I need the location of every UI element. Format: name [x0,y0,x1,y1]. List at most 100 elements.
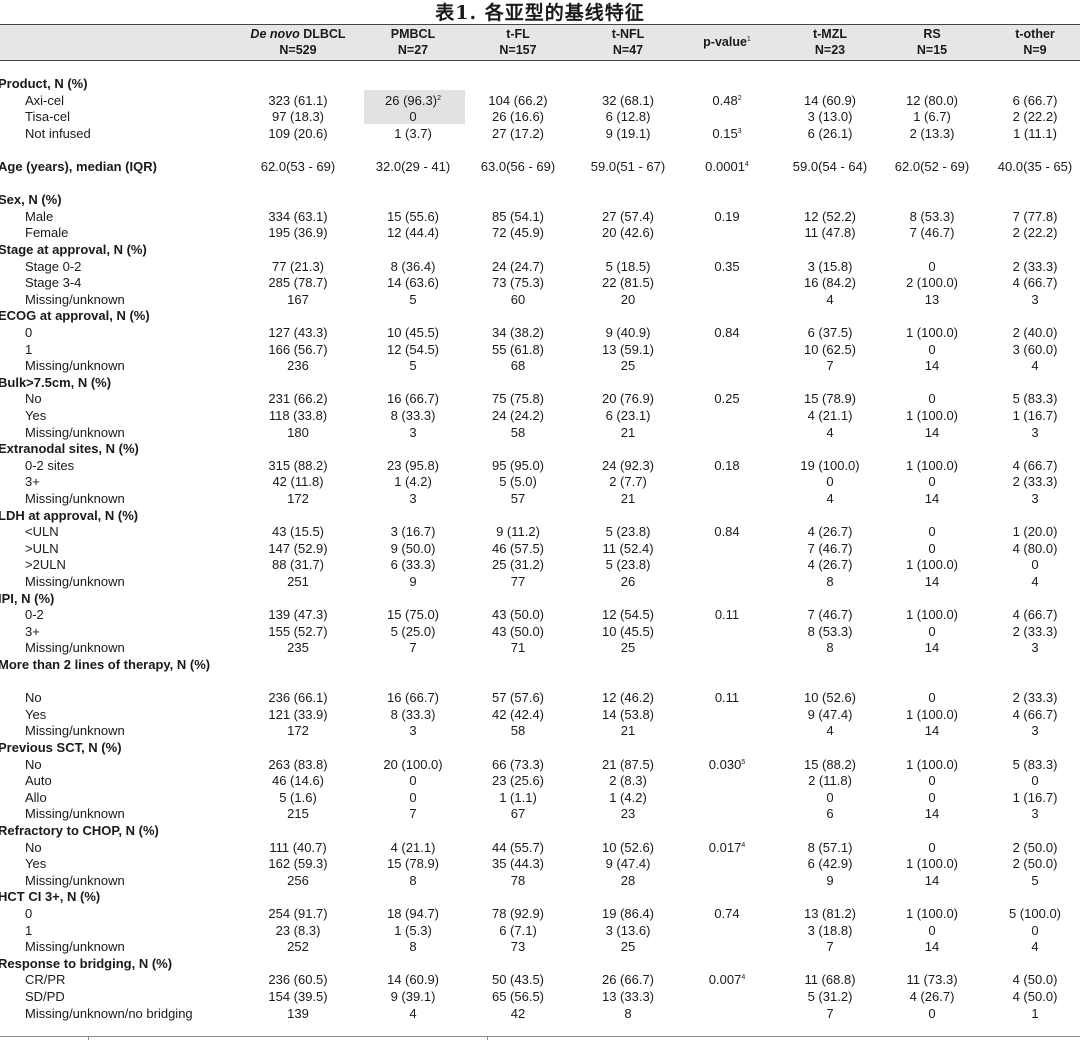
table-cell: 0 [775,473,885,490]
row-label: 0-2 sites [25,457,75,473]
table-cell: 9 (19.1) [573,125,683,142]
row-label: Missing/unknown [25,640,125,656]
table-cell: 1 (100.0) [877,855,987,872]
cell-value: 2 (7.7) [609,474,647,490]
table-cell: 16 (66.7) [358,689,468,706]
table-cell: 59.0(51 - 67) [573,158,683,175]
cell-value: 4 (66.7) [1012,275,1058,291]
table-cell: 78 (92.9) [463,905,573,922]
table-cell: 9 (39.1) [358,988,468,1005]
table-cell: 0.35 [672,258,782,275]
cell-value: 4 [1031,939,1039,955]
table-cell: 7 [775,357,885,374]
cell-value: 32.0(29 - 41) [375,159,451,174]
cell-value: 46 (14.6) [271,773,325,789]
cell-value: 2 (22.2) [1012,109,1058,125]
cell-value: 27 (57.4) [601,208,655,224]
table-cell: 104 (66.2) [463,92,573,109]
cell-value: 5 (5.0) [499,474,537,490]
cell-value: 77 [510,574,526,589]
cell-value: 0 [826,474,834,490]
bottom-rule [0,1036,1080,1037]
cell-value: 71 [510,640,526,656]
cell-value: 6 (33.3) [390,557,436,573]
table-cell: 0 [358,108,468,125]
column-header-n: N=9 [1023,43,1047,57]
row-label: Stage 0-2 [25,258,82,274]
table-cell: 11 (47.8) [775,224,885,241]
cell-value: 2 (100.0) [905,275,959,291]
table-cell: 0 [877,689,987,706]
row-label: SD/PD [25,989,65,1004]
table-cell: 14 [877,490,987,507]
column-header: t-NFL N=47 [573,26,683,58]
row-label: 1 [25,922,33,938]
column-header-n: N=157 [499,43,537,57]
table-cell: 20 [573,291,683,308]
cell-value: 0.0001 [705,159,745,174]
cell-value: 8 (53.3) [909,208,955,224]
section-label: Age (years), median (IQR) [0,159,157,174]
cell-value: 3 [1031,424,1039,440]
cell-value: 21 [620,723,636,739]
cell-value: 14 (63.6) [386,275,440,291]
table-cell: 2 (8.3) [573,772,683,789]
cell-value: 231 (66.2) [268,391,328,407]
table-cell: 0.19 [672,208,782,225]
row-label: Missing/unknown [25,872,125,888]
table-cell: 4 (66.7) [980,457,1080,474]
table-cell: 2 (22.2) [980,108,1080,125]
table-cell: 73 [463,938,573,955]
cell-value: 46 (57.5) [491,540,545,556]
table-cell: 3 [358,722,468,739]
table-title: 表1. 各亚型的基线特征 [435,2,645,24]
row-label: 0-2 [25,607,44,623]
table-cell: 34 (38.2) [463,324,573,341]
cell-value: 12 (52.2) [803,208,857,224]
table-cell: 10 (62.5) [775,341,885,358]
cell-value: 285 (78.7) [268,275,328,291]
section-row: ECOG at approval, N (%) [0,307,1080,324]
table-row: Missing/unknown 252 8 73 25 7 14 4 [0,938,1080,955]
table-cell: 21 [573,722,683,739]
cell-value: 12 (80.0) [905,92,959,108]
table-cell: 15 (88.2) [775,756,885,773]
table-cell: 0 [358,789,468,806]
table-cell: 97 (18.3) [243,108,353,125]
footnote-marker: 2 [737,94,742,102]
cell-value: 4 [1031,574,1039,589]
section-row: Refractory to CHOP, N (%) [0,822,1080,839]
footnote-marker: 4 [741,974,746,982]
table-cell: 323 (61.1) [243,92,353,109]
table-cell: 55 (61.8) [463,341,573,358]
highlight-cell [364,90,465,124]
cell-value: 3 (13.0) [807,109,853,125]
cell-value: 3 (13.6) [605,922,651,938]
table-cell: 4 [775,722,885,739]
table-cell: 0.84 [672,324,782,341]
table-row: Female 195 (36.9) 12 (44.4) 72 (45.9) 20 (42… [0,224,1080,241]
table-cell: 6 (37.5) [775,324,885,341]
table-cell: 9 (11.2) [463,523,573,540]
cell-value: 9 (50.0) [390,540,436,556]
cell-value: 8 (57.1) [807,839,853,855]
table-cell: 3 (18.8) [775,922,885,939]
cell-value: 20 (42.6) [601,225,655,241]
table-cell: 0.11 [672,689,782,706]
table-row: <ULN 43 (15.5) 3 (16.7) 9 (11.2) 5 (23.8) 0.8… [0,523,1080,540]
cell-value: 24 (24.7) [491,258,545,274]
cell-value: 162 (59.3) [268,856,328,872]
table-cell: 14 [877,722,987,739]
table-cell: 5 [980,872,1080,889]
cell-value: 0 [928,922,936,938]
table-cell: 162 (59.3) [243,855,353,872]
table-cell: 15 (75.0) [358,606,468,623]
table-cell: 12 (80.0) [877,92,987,109]
table-cell: 4 [775,424,885,441]
cell-value: 1 (4.2) [609,789,647,805]
cell-value: 6 (12.8) [605,109,651,125]
cell-value: 25 [620,358,636,374]
cell-value: 1 (100.0) [905,706,959,722]
table-cell: 1 (3.7) [358,125,468,142]
footnote-marker: 2 [437,94,441,102]
